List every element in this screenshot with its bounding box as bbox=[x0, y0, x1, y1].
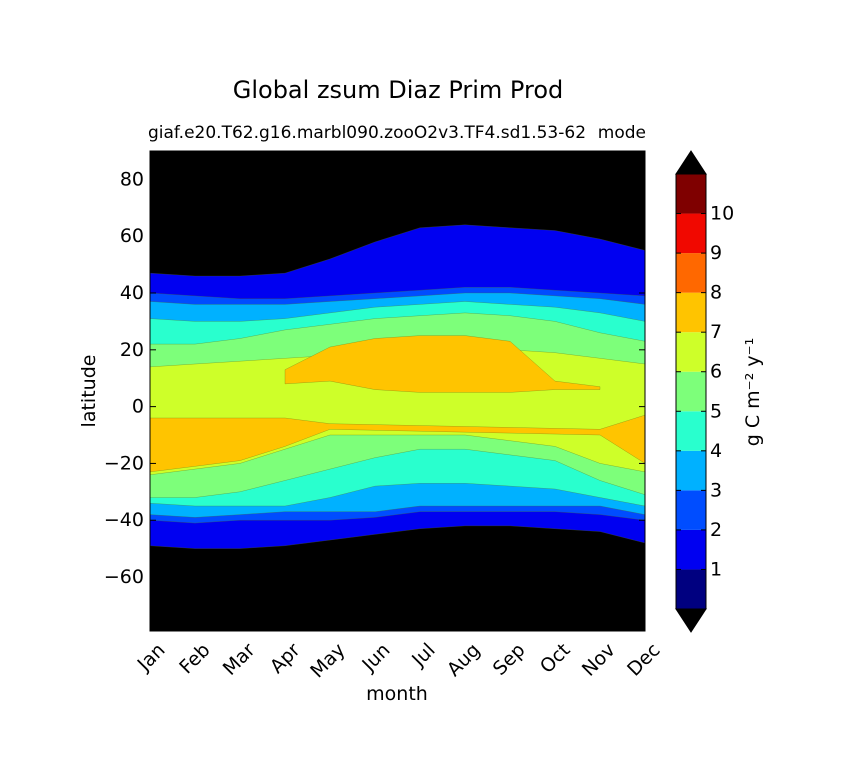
colorbar-segment-1 bbox=[676, 529, 706, 570]
colorbar-segment-7 bbox=[676, 292, 706, 333]
chart-subtitle-right: mode bbox=[598, 123, 646, 143]
colorbar-tick-label-9: 9 bbox=[710, 242, 722, 264]
x-tick-label-aug: Aug bbox=[443, 639, 485, 681]
colorbar-segment-9 bbox=[676, 213, 706, 254]
colorbar-over-arrow bbox=[675, 150, 707, 175]
y-tick-label-1: 60 bbox=[120, 225, 144, 247]
x-tick-label-jul: Jul bbox=[407, 639, 439, 671]
y-tick-label-5: −20 bbox=[104, 452, 144, 474]
colorbar: 1 2 3 4 5 6 7 8 9 10 bbox=[675, 150, 734, 633]
colorbar-label: g C m⁻² y⁻¹ bbox=[742, 338, 764, 447]
colorbar-segment-8 bbox=[676, 253, 706, 293]
colorbar-segment-4 bbox=[676, 411, 706, 451]
plot-frame bbox=[149, 150, 646, 632]
x-tick-label-jun: Jun bbox=[357, 639, 394, 676]
chart-subtitle: giaf.e20.T62.g16.marbl090.zooO2v3.TF4.sd… bbox=[148, 123, 586, 143]
y-axis-label: latitude bbox=[78, 355, 100, 428]
plot-area bbox=[149, 150, 646, 632]
colorbar-segment-5 bbox=[676, 371, 706, 412]
x-tick-label-nov: Nov bbox=[578, 639, 620, 681]
y-tick-label-3: 20 bbox=[120, 339, 144, 361]
colorbar-tick-label-7: 7 bbox=[710, 321, 722, 343]
colorbar-segment-6 bbox=[676, 332, 706, 372]
colorbar-tick-label-5: 5 bbox=[710, 400, 722, 422]
colorbar-segment-0 bbox=[676, 569, 706, 609]
colorbar-tick-label-1: 1 bbox=[710, 558, 722, 580]
x-tick-label-mar: Mar bbox=[219, 639, 260, 680]
x-tick-label-sep: Sep bbox=[489, 639, 530, 680]
y-tick-label-4: 0 bbox=[132, 396, 144, 418]
y-tick-label-2: 40 bbox=[120, 282, 144, 304]
colorbar-tick-label-2: 2 bbox=[710, 519, 722, 541]
colorbar-tick-label-8: 8 bbox=[710, 282, 722, 304]
y-tick-label-6: −40 bbox=[104, 509, 144, 531]
colorbar-segment-3 bbox=[676, 450, 706, 491]
x-tick-label-oct: Oct bbox=[536, 639, 575, 678]
colorbar-segment-10 bbox=[676, 174, 706, 214]
colorbar-segment-2 bbox=[676, 490, 706, 530]
x-tick-label-apr: Apr bbox=[266, 639, 305, 678]
chart-title: Global zsum Diaz Prim Prod bbox=[233, 76, 564, 104]
colorbar-tick-label-6: 6 bbox=[710, 361, 722, 383]
colorbar-tick-label-10: 10 bbox=[710, 203, 734, 225]
x-tick-label-dec: Dec bbox=[623, 639, 665, 681]
y-axis: 80 60 40 20 0 −20 −40 −60 bbox=[104, 168, 645, 588]
x-tick-label-jan: Jan bbox=[133, 639, 170, 676]
contour-band-7-7 bbox=[150, 414, 645, 473]
colorbar-tick-label-3: 3 bbox=[710, 479, 722, 501]
contour-bands bbox=[150, 224, 645, 549]
contour-band-7-6 bbox=[284, 335, 601, 393]
y-tick-label-0: 80 bbox=[120, 168, 144, 190]
colorbar-frame bbox=[675, 173, 707, 610]
y-tick-label-7: −60 bbox=[104, 566, 144, 588]
x-tick-label-may: May bbox=[306, 639, 349, 682]
x-axis-label: month bbox=[366, 683, 428, 705]
colorbar-under-arrow bbox=[675, 608, 707, 633]
x-tick-label-feb: Feb bbox=[175, 639, 214, 678]
colorbar-tick-label-4: 4 bbox=[710, 440, 722, 462]
